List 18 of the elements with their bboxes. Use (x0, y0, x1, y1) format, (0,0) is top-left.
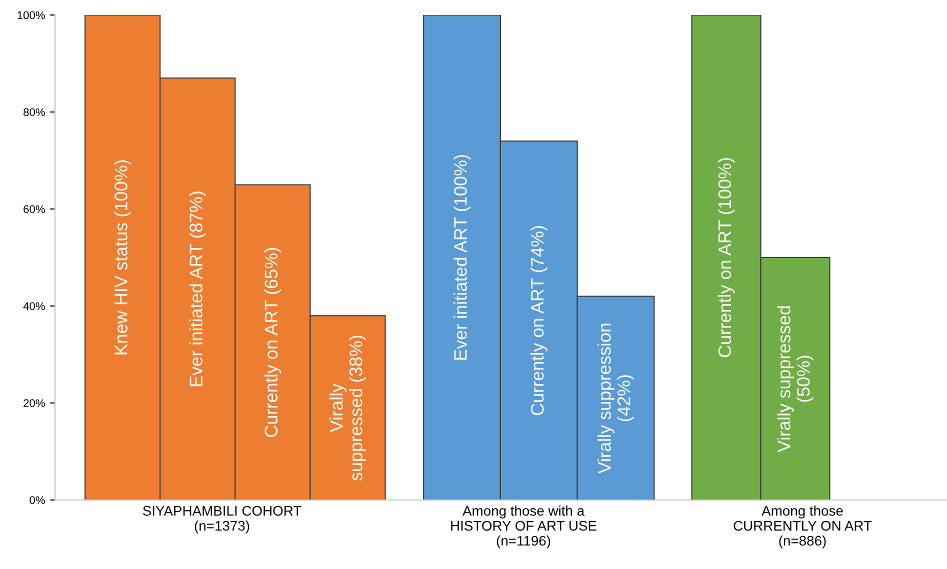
y-tick-label: 0% (30, 496, 45, 504)
y-tick-label: 40% (23, 302, 45, 310)
y-tick-label: 20% (24, 399, 45, 408)
y-tick-label: 80% (24, 108, 45, 116)
y-tick-label: 60% (24, 205, 45, 214)
data-label: Knew HIV status (100%) (114, 160, 131, 354)
data-label: Currently on ART (65%) (264, 248, 282, 437)
data-label: Currently on ART (100%) (718, 158, 735, 358)
y-tick-label: 100% (18, 11, 45, 20)
data-label: Virally suppression (42%) (598, 324, 634, 474)
x-axis-title: Among those with a HISTORY OF ART USE (n=1196) (451, 506, 596, 548)
data-label: Virally suppressed (38%) (330, 336, 366, 481)
data-label: Virally suppressed (50%) (777, 306, 814, 452)
data-label: Currently on ART (74%) (530, 226, 548, 416)
x-axis-title: SIYAPHAMBILI COHORT (n=1373) (143, 506, 302, 534)
data-label: Ever initiated ART (87%) (189, 192, 206, 386)
x-axis-title: Among those CURRENTLY ON ART (n=886) (734, 506, 872, 548)
data-label: Ever initiated ART (100%) (454, 155, 470, 360)
